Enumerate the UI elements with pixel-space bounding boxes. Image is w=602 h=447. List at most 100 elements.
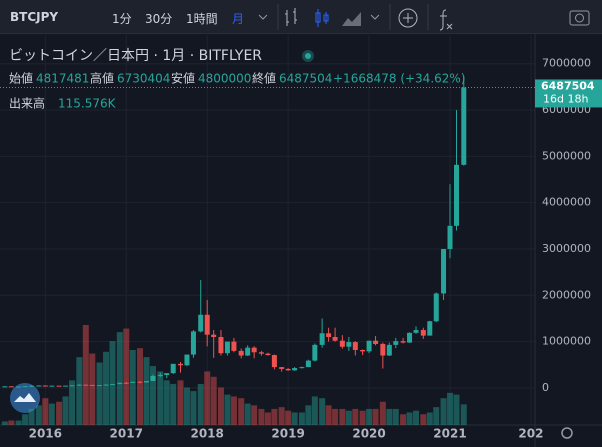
candle-body — [360, 349, 366, 352]
interval[interactable]: 1時間 — [186, 12, 218, 26]
x-tick-label: 2019 — [271, 427, 304, 441]
camera-icon[interactable] — [569, 10, 590, 26]
candles-icon[interactable] — [317, 9, 327, 27]
volume-bar — [48, 403, 55, 425]
volume-bar — [447, 392, 454, 425]
volume-bar — [264, 412, 271, 425]
candle-body — [305, 360, 311, 368]
bars-icon[interactable] — [285, 8, 297, 26]
volume-bar — [137, 348, 144, 425]
candle-body — [150, 375, 156, 381]
chart: ビットコイン／日本円 · 1月 · BITFLYER 始値 4817481 高値 67… — [0, 34, 602, 447]
volume-bar — [291, 412, 298, 425]
candle-body — [441, 248, 447, 294]
volume-bar — [420, 414, 427, 425]
fx-icon[interactable] — [439, 9, 453, 31]
candle-body — [130, 381, 136, 383]
volume-bar — [238, 398, 245, 425]
volume-bar — [305, 405, 312, 425]
volume-bar — [359, 410, 366, 425]
settings-icon[interactable] — [561, 427, 573, 439]
candle-body — [170, 363, 176, 374]
logo[interactable] — [14, 393, 36, 402]
volume-bar — [366, 408, 373, 425]
volume-bar — [278, 407, 285, 425]
volume-bar — [170, 383, 177, 425]
interval[interactable]: 月 — [232, 12, 245, 26]
candle-body — [231, 341, 237, 351]
volume-bar — [149, 366, 156, 425]
price-tag-value: 6487504 — [541, 79, 595, 92]
volume-bar — [298, 412, 305, 425]
volume-bar — [325, 405, 332, 425]
candle-body — [299, 367, 305, 369]
candles-icon[interactable] — [323, 14, 329, 22]
candle-body — [265, 353, 271, 356]
legend-text: 終値 — [252, 71, 276, 86]
candle-body — [447, 225, 453, 249]
volume-bar — [244, 403, 251, 425]
volume-bar — [109, 341, 116, 425]
volume-bar — [157, 371, 164, 425]
interval[interactable]: 1分 — [112, 12, 132, 26]
candle-body — [386, 344, 392, 356]
candle-body — [285, 368, 291, 371]
candle-body — [427, 321, 433, 336]
candle-body — [2, 386, 8, 388]
candle-body — [400, 341, 406, 343]
legend-text: 6487504 — [279, 72, 332, 86]
area-icon[interactable] — [342, 12, 361, 26]
y-tick-label: 4000000 — [542, 196, 591, 209]
chevron[interactable] — [258, 14, 268, 20]
candle-body — [271, 355, 277, 368]
candle-body — [218, 336, 224, 354]
volume-bar — [345, 410, 352, 425]
candle-body — [346, 342, 352, 347]
candle-body — [245, 347, 251, 356]
candle-body — [238, 350, 244, 356]
candle-body — [326, 333, 332, 337]
volume-bar — [35, 405, 42, 425]
candle-body — [251, 347, 257, 353]
y-tick-label: 2000000 — [542, 288, 591, 301]
candle-body — [42, 385, 48, 387]
candle-body — [36, 385, 42, 387]
candle-body — [413, 330, 419, 333]
candle-body — [339, 340, 345, 347]
volume-value: 115.576K — [58, 97, 117, 111]
volume-bar — [143, 357, 150, 425]
legend-text: 6730404 — [117, 72, 170, 86]
candle-body — [117, 382, 123, 385]
volume-bar — [217, 387, 224, 425]
candle-body — [16, 386, 22, 388]
volume-bar — [42, 398, 49, 425]
volume-bar — [76, 357, 83, 425]
candle-body — [366, 340, 372, 352]
add-icon[interactable] — [398, 8, 418, 28]
volume-bar — [406, 412, 413, 425]
add-icon[interactable] — [403, 13, 413, 23]
x-tick-label: 2020 — [352, 427, 385, 441]
volume-bar — [96, 362, 103, 425]
volume-bar — [426, 412, 433, 425]
candle-body — [97, 385, 103, 387]
volume-bar — [1, 421, 8, 425]
toolbar: BTCJPY 1分 30分 1時間 月 — [0, 0, 602, 34]
candle-body — [110, 384, 116, 386]
symbol[interactable]: BTCJPY — [10, 10, 59, 24]
camera-icon[interactable] — [575, 13, 584, 23]
candle-body — [56, 385, 62, 387]
candle-body — [380, 343, 386, 356]
interval[interactable]: 30分 — [145, 12, 173, 26]
volume-bar — [319, 398, 326, 425]
toolbar-icons — [258, 4, 590, 31]
volume-bar — [177, 380, 184, 425]
candle-body — [407, 332, 413, 343]
y-tick-label: 1000000 — [542, 335, 591, 348]
candles-icon[interactable] — [315, 12, 321, 23]
status-dot — [305, 53, 311, 59]
volume-bar — [197, 383, 204, 425]
chevron[interactable] — [370, 14, 380, 20]
candle-body — [292, 368, 298, 371]
